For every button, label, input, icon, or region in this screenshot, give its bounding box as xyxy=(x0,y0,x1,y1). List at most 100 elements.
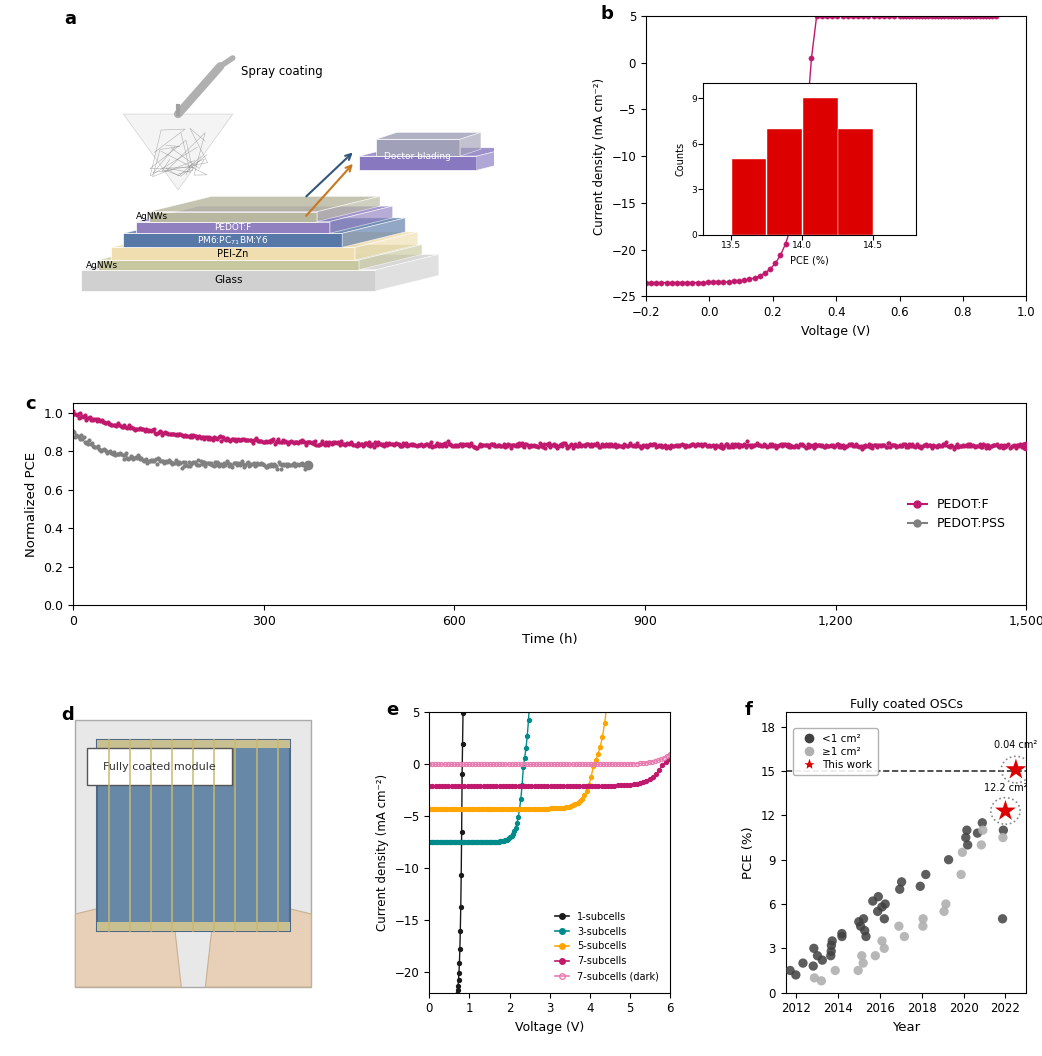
≥1 cm² xyxy=(915,910,932,927)
Polygon shape xyxy=(137,206,393,222)
<1 cm² xyxy=(969,825,986,842)
<1 cm² xyxy=(834,928,850,945)
Polygon shape xyxy=(342,218,405,247)
<1 cm² xyxy=(857,922,873,939)
Polygon shape xyxy=(358,148,511,156)
Polygon shape xyxy=(123,114,232,190)
Polygon shape xyxy=(149,196,380,211)
Point xyxy=(1008,761,1024,778)
Polygon shape xyxy=(477,148,511,170)
≥1 cm² xyxy=(891,918,908,935)
X-axis label: Year: Year xyxy=(892,1021,920,1034)
Text: b: b xyxy=(600,4,613,22)
PEDOT:F xyxy=(620,439,632,452)
FancyBboxPatch shape xyxy=(97,923,290,931)
X-axis label: Voltage (V): Voltage (V) xyxy=(801,325,871,338)
PEDOT:PSS xyxy=(302,458,315,471)
Text: AgNWs: AgNWs xyxy=(85,261,118,269)
Title: Fully coated OSCs: Fully coated OSCs xyxy=(849,698,963,711)
<1 cm² xyxy=(873,899,890,916)
Polygon shape xyxy=(81,254,439,270)
<1 cm² xyxy=(917,866,934,883)
≥1 cm² xyxy=(938,895,954,912)
<1 cm² xyxy=(891,881,908,898)
PEDOT:PSS xyxy=(275,463,288,475)
<1 cm² xyxy=(824,932,841,949)
≥1 cm² xyxy=(936,903,952,920)
Polygon shape xyxy=(110,247,354,260)
<1 cm² xyxy=(877,895,894,912)
<1 cm² xyxy=(834,925,850,942)
≥1 cm² xyxy=(974,822,991,838)
<1 cm² xyxy=(855,910,872,927)
≥1 cm² xyxy=(853,947,870,964)
PEDOT:PSS xyxy=(283,458,296,471)
PEDOT:F xyxy=(125,421,138,434)
PEDOT:PSS xyxy=(110,448,123,460)
Text: f: f xyxy=(745,701,752,719)
Text: PEI-Zn: PEI-Zn xyxy=(217,248,248,259)
<1 cm² xyxy=(788,966,804,983)
<1 cm² xyxy=(959,822,975,838)
Polygon shape xyxy=(354,232,418,260)
Text: c: c xyxy=(25,395,35,413)
FancyBboxPatch shape xyxy=(97,740,290,931)
≥1 cm² xyxy=(952,866,969,883)
Legend: 1-subcells, 3-subcells, 5-subcells, 7-subcells, 7-subcells (dark): 1-subcells, 3-subcells, 5-subcells, 7-su… xyxy=(551,908,663,985)
Polygon shape xyxy=(358,245,422,270)
FancyBboxPatch shape xyxy=(75,720,312,987)
≥1 cm² xyxy=(915,918,932,935)
Y-axis label: Normalized PCE: Normalized PCE xyxy=(25,452,38,557)
<1 cm² xyxy=(974,814,991,831)
<1 cm² xyxy=(823,943,840,960)
Text: PM6:PC$_{71}$BM:Y6: PM6:PC$_{71}$BM:Y6 xyxy=(197,234,269,247)
PEDOT:F xyxy=(1020,439,1033,452)
<1 cm² xyxy=(870,888,887,905)
<1 cm² xyxy=(912,878,928,894)
PEDOT:F xyxy=(674,438,687,451)
<1 cm² xyxy=(822,947,839,964)
Polygon shape xyxy=(329,206,393,233)
<1 cm² xyxy=(893,873,910,890)
≥1 cm² xyxy=(994,829,1011,846)
Text: PEDOT:F: PEDOT:F xyxy=(215,223,251,232)
≥1 cm² xyxy=(973,836,990,853)
≥1 cm² xyxy=(873,932,890,949)
Text: e: e xyxy=(386,701,398,719)
≥1 cm² xyxy=(850,962,867,979)
PEDOT:F xyxy=(790,439,802,452)
Text: 0.04 cm²: 0.04 cm² xyxy=(994,740,1038,751)
≥1 cm² xyxy=(876,940,893,957)
<1 cm² xyxy=(858,928,874,945)
Text: 12.2 cm²: 12.2 cm² xyxy=(984,784,1027,793)
<1 cm² xyxy=(876,910,893,927)
Text: Glass: Glass xyxy=(215,276,243,285)
PEDOT:PSS xyxy=(81,436,94,449)
PEDOT:F xyxy=(889,439,901,452)
≥1 cm² xyxy=(954,844,971,861)
Polygon shape xyxy=(205,903,312,987)
<1 cm² xyxy=(869,903,886,920)
Text: Fully coated module: Fully coated module xyxy=(103,761,216,772)
PEDOT:PSS xyxy=(76,433,89,446)
Line: PEDOT:F: PEDOT:F xyxy=(72,410,1027,450)
≥1 cm² xyxy=(827,962,844,979)
Polygon shape xyxy=(123,218,405,233)
Y-axis label: Current density (mA cm⁻²): Current density (mA cm⁻²) xyxy=(376,774,390,931)
<1 cm² xyxy=(850,913,867,930)
X-axis label: Time (h): Time (h) xyxy=(522,634,577,646)
Polygon shape xyxy=(98,245,422,260)
<1 cm² xyxy=(958,829,974,846)
Text: a: a xyxy=(65,11,76,29)
Polygon shape xyxy=(358,156,477,170)
<1 cm² xyxy=(940,851,957,868)
≥1 cm² xyxy=(854,955,871,972)
PEDOT:F xyxy=(67,404,79,417)
≥1 cm² xyxy=(867,947,884,964)
FancyBboxPatch shape xyxy=(97,740,290,749)
Polygon shape xyxy=(123,233,342,247)
Polygon shape xyxy=(376,139,460,156)
Legend: <1 cm², ≥1 cm², This work: <1 cm², ≥1 cm², This work xyxy=(793,729,877,775)
Polygon shape xyxy=(98,260,358,270)
Legend: PEDOT:F, PEDOT:PSS: PEDOT:F, PEDOT:PSS xyxy=(902,493,1011,535)
